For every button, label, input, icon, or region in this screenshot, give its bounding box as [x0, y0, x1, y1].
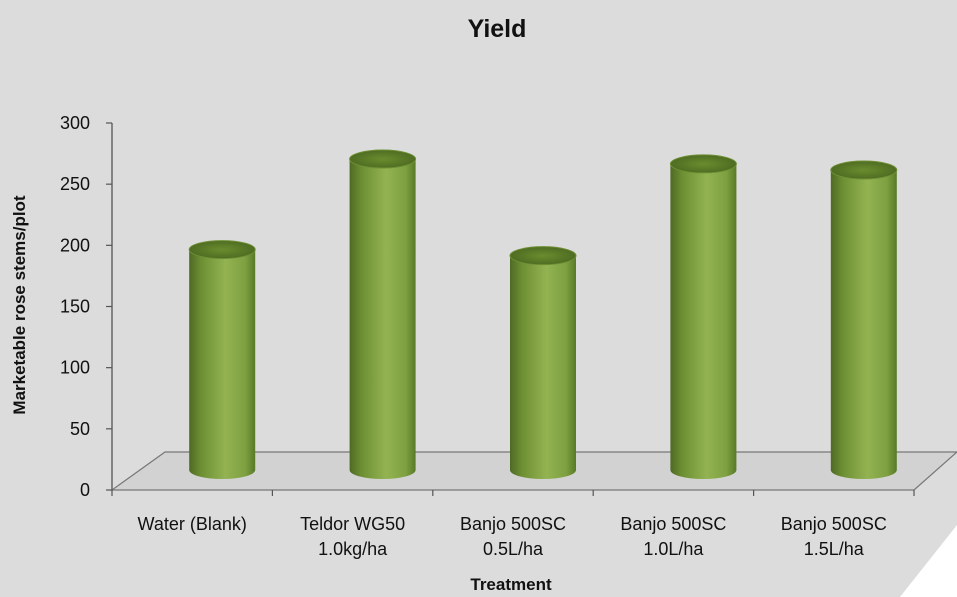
bar-body: [510, 255, 576, 479]
bar: [830, 160, 898, 480]
x-axis-title: Treatment: [470, 575, 552, 594]
bar-top: [349, 149, 417, 169]
y-axis-title: Marketable rose stems/plot: [10, 195, 29, 415]
x-axis-ticks: [111, 490, 915, 496]
y-tick-label: 100: [60, 358, 90, 378]
chart-title: Yield: [468, 15, 527, 43]
bar-body: [830, 170, 897, 480]
bar-top: [830, 160, 898, 180]
y-tick-label: 0: [80, 480, 90, 500]
bar: [509, 246, 577, 479]
bar-body: [670, 163, 737, 479]
x-tick-label: Water (Blank): [138, 514, 247, 534]
y-tick-label: 150: [60, 297, 90, 317]
bar: [669, 154, 737, 479]
y-tick-label: 50: [70, 419, 90, 439]
y-tick-label: 300: [60, 113, 90, 133]
bar-top: [509, 246, 577, 266]
bar-body: [349, 159, 416, 480]
bar-top: [188, 240, 256, 260]
y-axis-ticks: 0 50 100 150 200 250 300: [60, 113, 112, 500]
x-tick-label: Banjo 500SC 1.0L/ha: [620, 514, 726, 559]
y-tick-label: 200: [60, 235, 90, 255]
x-tick-label: Banjo 500SC 0.5L/ha: [460, 514, 566, 559]
bar: [349, 149, 417, 480]
x-axis-labels: Water (Blank) Teldor WG50 1.0kg/ha Banjo 50…: [138, 514, 887, 559]
bar: [188, 240, 256, 479]
bars: [188, 149, 898, 480]
bar-body: [189, 249, 256, 479]
bar-top: [669, 154, 737, 174]
x-tick-label: Banjo 500SC 1.5L/ha: [781, 514, 887, 559]
y-tick-label: 250: [60, 174, 90, 194]
x-tick-label: Teldor WG50 1.0kg/ha: [300, 514, 405, 559]
